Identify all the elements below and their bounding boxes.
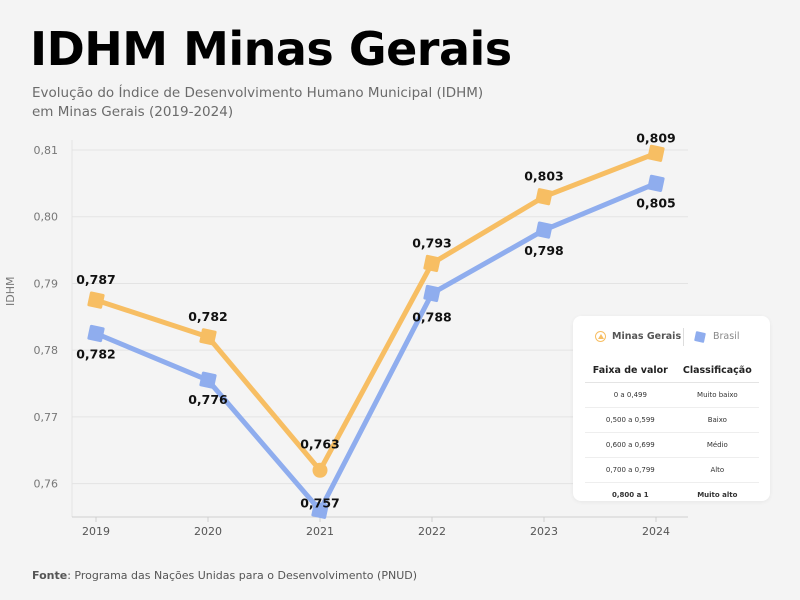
y-tick-label: 0,81	[34, 144, 59, 157]
table-row: 0,800 a 1 Muito alto	[585, 483, 759, 508]
x-tick-label: 2019	[82, 525, 110, 538]
y-tick-label: 0,78	[34, 344, 59, 357]
data-label: 0,809	[636, 130, 676, 145]
data-point	[535, 188, 553, 206]
range-cell: 0,700 a 0,799	[585, 457, 676, 483]
range-cell: 0 a 0,499	[585, 382, 676, 408]
data-label: 0,798	[524, 243, 564, 258]
table-row: 0,700 a 0,799 Alto	[585, 457, 759, 483]
legend-label-minas-gerais: Minas Gerais	[612, 331, 682, 342]
classification-table: Faixa de valor Classificação 0 a 0,499 M…	[585, 358, 759, 507]
data-point	[312, 462, 328, 478]
x-tick-label: 2023	[530, 525, 558, 538]
source-footer: Fonte: Programa das Nações Unidas para o…	[32, 569, 417, 582]
y-tick-label: 0,79	[34, 277, 59, 290]
range-cell: 0,800 a 1	[612, 491, 649, 499]
range-cell: 0,500 a 0,599	[585, 407, 676, 433]
data-point	[423, 254, 441, 273]
x-tick-label: 2021	[306, 525, 334, 538]
class-cell: Baixo	[675, 407, 759, 433]
class-cell: Alto	[675, 457, 759, 483]
legend-series: Minas Gerais Brasil	[573, 328, 770, 348]
x-tick-label: 2020	[194, 525, 222, 538]
data-point	[535, 221, 553, 239]
data-point	[423, 284, 441, 303]
data-point	[199, 371, 217, 389]
data-label: 0,803	[524, 169, 564, 184]
page-subtitle: Evolução do Índice de Desenvolvimento Hu…	[32, 85, 484, 120]
data-point	[647, 144, 665, 162]
series-line-brasil	[93, 180, 659, 513]
column-header-class: Classificação	[675, 358, 759, 383]
column-header-range: Faixa de valor	[585, 358, 676, 383]
class-cell: Médio	[675, 432, 759, 458]
legend-label-brasil: Brasil	[713, 331, 740, 342]
source-text: : Programa das Nações Unidas para o Dese…	[67, 569, 418, 582]
classification-header-row: Faixa de valor Classificação	[585, 358, 759, 383]
table-row: 0,500 a 0,599 Baixo	[585, 407, 759, 433]
y-tick-label: 0,77	[34, 411, 59, 424]
data-label: 0,782	[76, 347, 116, 362]
range-cell: 0,600 a 0,699	[585, 432, 676, 458]
data-point	[87, 324, 105, 343]
data-point	[311, 501, 329, 519]
table-row: 0,600 a 0,699 Médio	[585, 432, 759, 458]
legend-box: Minas Gerais Brasil Faixa de valor Class…	[573, 316, 770, 501]
data-label: 0,787	[76, 272, 116, 287]
class-cell: Muito alto	[697, 491, 738, 499]
legend-item-minas-gerais: Minas Gerais	[595, 331, 681, 342]
x-tick-label: 2024	[642, 525, 670, 538]
class-cell: Muito baixo	[675, 382, 759, 408]
series-line-minas-gerais	[93, 150, 659, 473]
data-point	[87, 291, 105, 309]
data-label: 0,763	[300, 436, 340, 451]
legend-divider	[683, 328, 684, 346]
page-title: IDHM Minas Gerais	[30, 22, 512, 76]
minas-gerais-marker-icon	[595, 331, 606, 342]
legend-item-brasil: Brasil	[694, 330, 740, 343]
source-label: Fonte	[32, 569, 68, 582]
data-label: 0,782	[188, 309, 228, 324]
data-point	[199, 328, 217, 346]
data-label: 0,757	[300, 495, 340, 510]
data-point	[647, 174, 665, 192]
data-label: 0,805	[636, 195, 676, 210]
y-tick-label: 0,80	[34, 211, 59, 224]
data-label: 0,793	[412, 235, 452, 250]
brasil-marker-icon	[694, 330, 706, 343]
data-label: 0,776	[188, 392, 228, 407]
table-row: 0 a 0,499 Muito baixo	[585, 382, 759, 408]
y-tick-label: 0,76	[34, 478, 59, 491]
x-tick-label: 2022	[418, 525, 446, 538]
data-label: 0,788	[412, 309, 452, 324]
